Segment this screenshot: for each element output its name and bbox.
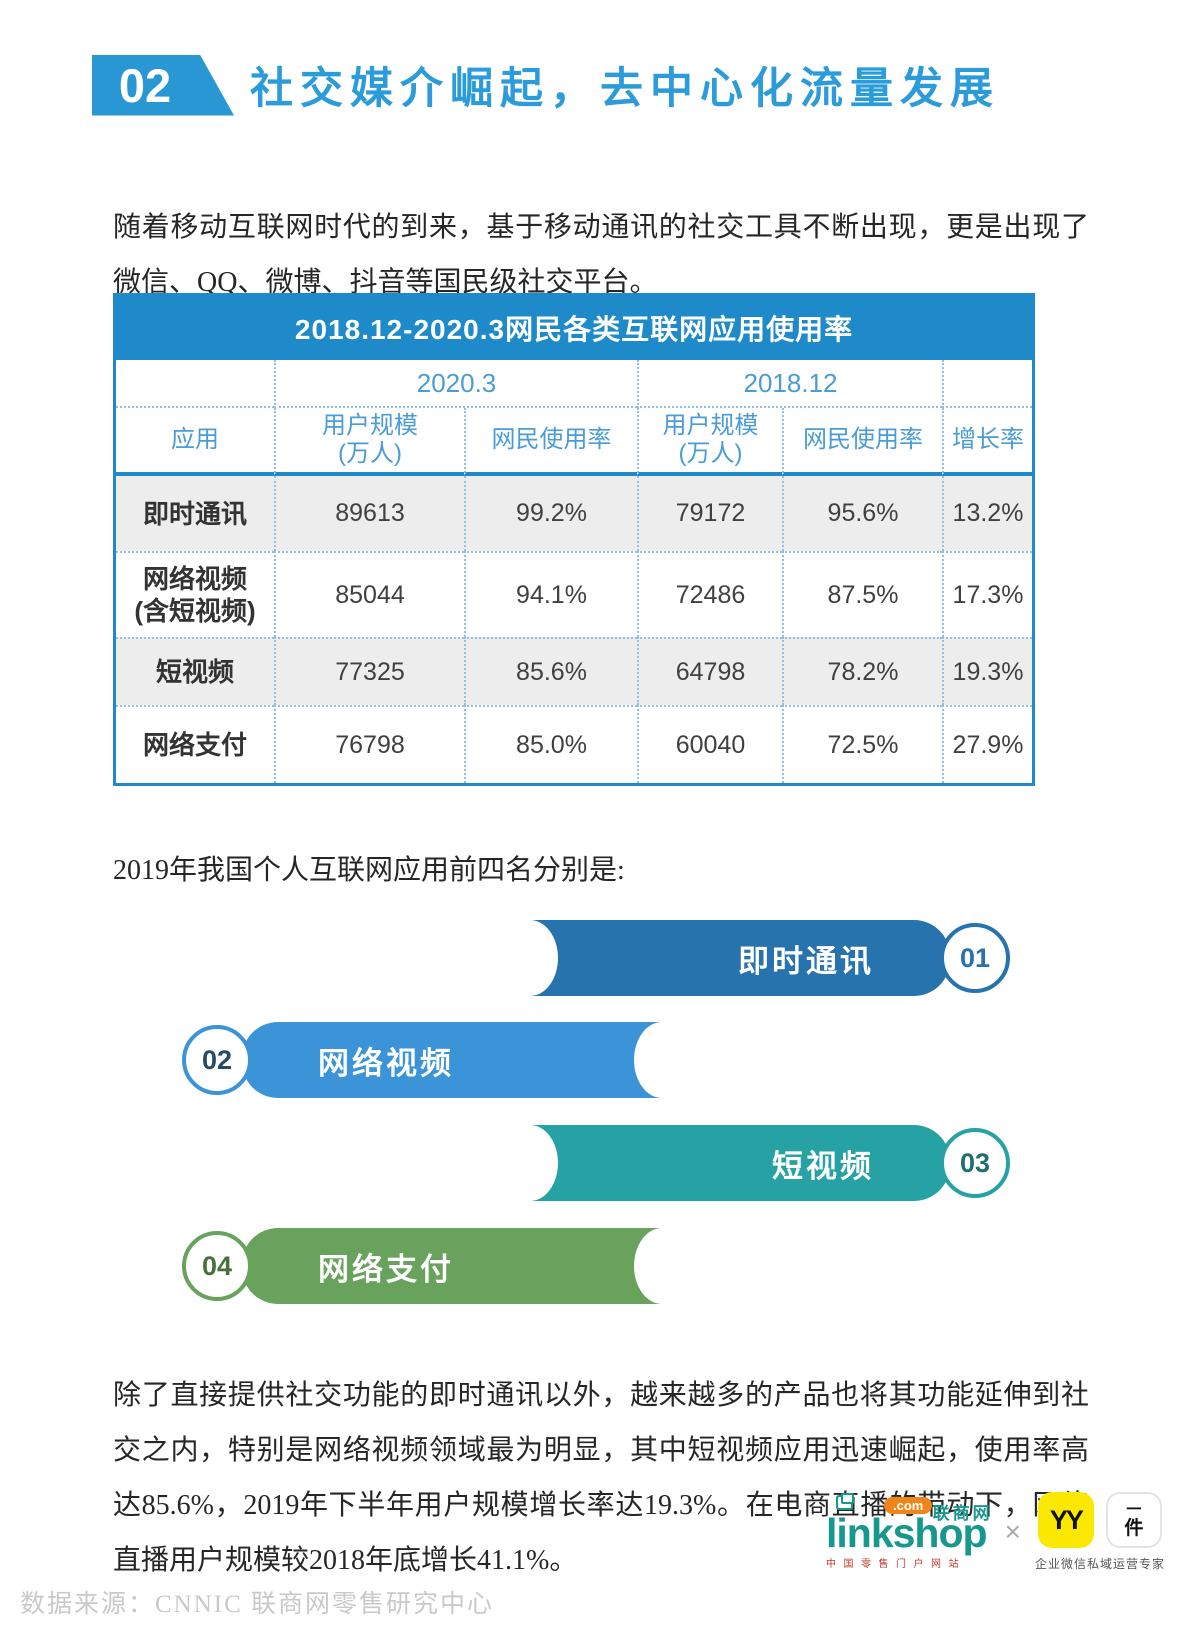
table-period-row: 2020.3 2018.12 (116, 360, 1032, 408)
linkshop-logo: .com 联商网 linkshop 中国零售门户网站 (826, 1492, 990, 1570)
paragraph-intro-social: 随着移动互联网时代的到来，基于移动通讯的社交工具不断出现，更是出现了微信、QQ、… (113, 212, 1089, 298)
table-row: 网络视频 (含短视频) 85044 94.1% 72486 87.5% 17.3% (116, 551, 1032, 637)
yy-logo-group: YY 一 件 企业微信私域运营专家 (1035, 1492, 1165, 1572)
table-row: 即时通讯 89613 99.2% 79172 95.6% 13.2% (116, 476, 1032, 551)
yijian-app-icon: 一 件 (1105, 1492, 1162, 1548)
footer-logos: .com 联商网 linkshop 中国零售门户网站 × YY 一 件 企业微信… (826, 1492, 1165, 1572)
col-header-scale-2018: 用户规模 (万人) (637, 408, 782, 476)
row-growth: 19.3% (942, 637, 1032, 705)
ranking-intro: 2019年我国个人互联网应用前四名分别是: (113, 855, 625, 886)
row-growth: 17.3% (942, 551, 1032, 637)
ranking-item-1: 即时通讯 01 (502, 920, 1010, 996)
data-source-note: 数据来源：CNNIC 联商网零售研究中心 (20, 1591, 495, 1618)
row-usage-2018: 72.5% (782, 705, 942, 783)
rank-number-badge: 02 (182, 1025, 252, 1095)
ribbon-instant-messaging: 即时通讯 (502, 920, 950, 996)
rank-number-badge: 03 (940, 1128, 1010, 1198)
table-cell-empty (942, 360, 1032, 408)
table-title: 2018.12-2020.3网民各类互联网应用使用率 (116, 296, 1032, 360)
ribbon-label: 网络支付 (318, 1251, 454, 1287)
yy-app-icon: YY (1037, 1492, 1094, 1548)
row-usage-2018: 95.6% (782, 476, 942, 551)
row-growth: 27.9% (942, 705, 1032, 783)
col-header-app: 应用 (116, 408, 274, 476)
com-badge: .com (884, 1496, 933, 1514)
row-app-name: 短视频 (116, 637, 274, 705)
row-app-name: 即时通讯 (116, 476, 274, 551)
row-scale-2018: 72486 (637, 551, 782, 637)
table-row: 短视频 77325 85.6% 64798 78.2% 19.3% (116, 637, 1032, 705)
ribbon-online-video: 网络视频 (242, 1022, 690, 1098)
ribbon-online-payment: 网络支付 (242, 1228, 690, 1304)
rank-number-badge: 04 (182, 1231, 252, 1301)
table-period-2018: 2018.12 (637, 360, 942, 408)
table-row: 网络支付 76798 85.0% 60040 72.5% 27.9% (116, 705, 1032, 783)
yy-caption: 企业微信私域运营专家 (1034, 1557, 1165, 1571)
linkshop-tagline: 中国零售门户网站 (826, 1558, 966, 1570)
linkshop-wordmark: linkshop (826, 1509, 988, 1556)
ranking-item-2: 02 网络视频 (182, 1022, 690, 1098)
row-usage-2020: 85.0% (464, 705, 637, 783)
row-usage-2018: 87.5% (782, 551, 942, 637)
row-usage-2018: 78.2% (782, 637, 942, 705)
ribbon-label: 网络视频 (318, 1045, 454, 1081)
table-cell-empty (116, 360, 274, 408)
rank-number-badge: 01 (940, 923, 1010, 993)
ranking-item-3: 短视频 03 (502, 1125, 1010, 1201)
col-header-usage-2020: 网民使用率 (464, 408, 637, 476)
paragraph-conclusion: 除了直接提供社交功能的即时通讯以外，越来越多的产品也将其功能延伸到社交之内，特别… (113, 1380, 1089, 1576)
col-header-usage-2018: 网民使用率 (782, 408, 942, 476)
row-app-name: 网络视频 (含短视频) (116, 551, 274, 637)
page-title: 社交媒介崛起，去中心化流量发展 (250, 65, 1000, 113)
ranking-item-4: 04 网络支付 (182, 1228, 690, 1304)
ribbon-label: 即时通讯 (738, 943, 874, 979)
row-app-name: 网络支付 (116, 705, 274, 783)
section-header: 02 社交媒介崛起，去中心化流量发展 (92, 54, 1000, 116)
usage-table: 2018.12-2020.3网民各类互联网应用使用率 2020.3 2018.1… (113, 293, 1035, 786)
ribbon-short-video: 短视频 (502, 1125, 950, 1201)
row-scale-2020: 89613 (274, 476, 464, 551)
ribbon-label: 短视频 (772, 1148, 874, 1184)
window-icon (836, 1492, 854, 1510)
table-period-2020: 2020.3 (274, 360, 637, 408)
section-number: 02 (118, 58, 172, 112)
section-number-badge: 02 (92, 54, 234, 116)
row-usage-2020: 99.2% (464, 476, 637, 551)
row-scale-2018: 64798 (637, 637, 782, 705)
linkshop-cn-name: 联商网 (932, 1503, 993, 1523)
row-scale-2020: 77325 (274, 637, 464, 705)
row-scale-2020: 76798 (274, 705, 464, 783)
row-scale-2018: 79172 (637, 476, 782, 551)
col-header-scale-2020: 用户规模 (万人) (274, 408, 464, 476)
col-header-growth: 增长率 (942, 408, 1032, 476)
row-usage-2020: 85.6% (464, 637, 637, 705)
row-scale-2020: 85044 (274, 551, 464, 637)
row-scale-2018: 60040 (637, 705, 782, 783)
collab-x-separator: × (1004, 1516, 1021, 1547)
table-header-row: 应用 用户规模 (万人) 网民使用率 用户规模 (万人) 网民使用率 增长率 (116, 408, 1032, 476)
row-growth: 13.2% (942, 476, 1032, 551)
row-usage-2020: 94.1% (464, 551, 637, 637)
